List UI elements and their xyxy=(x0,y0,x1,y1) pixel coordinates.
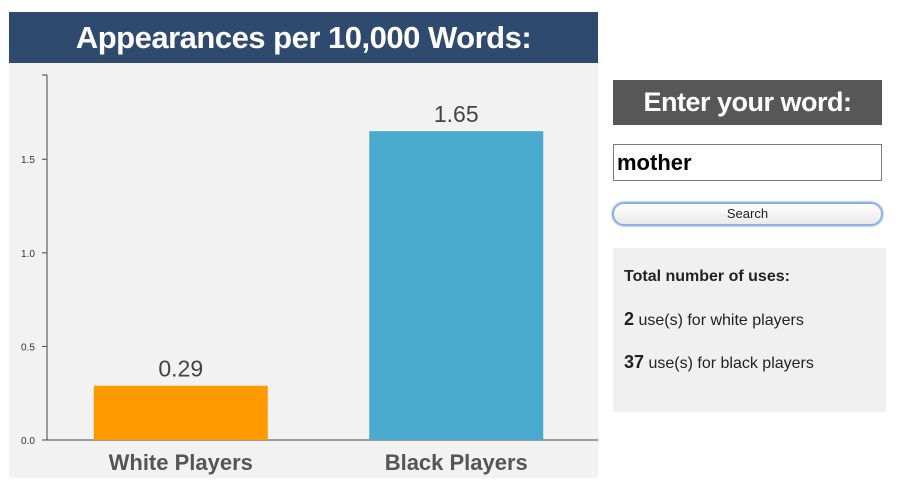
white-usage-text: use(s) for white players xyxy=(634,312,804,329)
y-tick-label: 0.0 xyxy=(21,436,35,447)
y-tick-label: 0.5 xyxy=(21,342,35,353)
bar-value-label: 0.29 xyxy=(158,356,203,382)
black-usage-text: use(s) for black players xyxy=(644,355,814,372)
bars: 0.29 White Players 1.65 Black Players xyxy=(93,101,544,475)
category-label: Black Players xyxy=(385,450,528,475)
y-ticks: 0.0 0.5 1.0 1.5 xyxy=(21,74,47,447)
white-count: 2 xyxy=(624,309,635,329)
white-usage-line: 2 use(s) for white players xyxy=(624,309,886,330)
black-usage-line: 37 use(s) for black players xyxy=(624,352,886,373)
word-input[interactable] xyxy=(613,144,882,181)
usage-stats: Total number of uses: 2 use(s) for white… xyxy=(613,248,886,412)
bar-chart: 0.0 0.5 1.0 1.5 0.29 White Players 1.65 Black … xyxy=(21,74,598,475)
black-count: 37 xyxy=(624,352,645,372)
search-button[interactable]: Search xyxy=(612,202,883,226)
y-tick-label: 1.0 xyxy=(21,249,35,260)
stats-heading: Total number of uses: xyxy=(624,268,790,285)
bar-black-players xyxy=(369,131,544,440)
bar-white-players xyxy=(93,385,268,440)
bar-value-label: 1.65 xyxy=(434,101,479,127)
chart-area: 0.0 0.5 1.0 1.5 0.29 White Players 1.65 Black … xyxy=(9,63,598,478)
y-tick-label: 1.5 xyxy=(21,155,35,166)
category-label: White Players xyxy=(109,450,253,475)
chart-header: Appearances per 10,000 Words: xyxy=(9,12,598,63)
word-entry-title: Enter your word: xyxy=(613,80,882,125)
